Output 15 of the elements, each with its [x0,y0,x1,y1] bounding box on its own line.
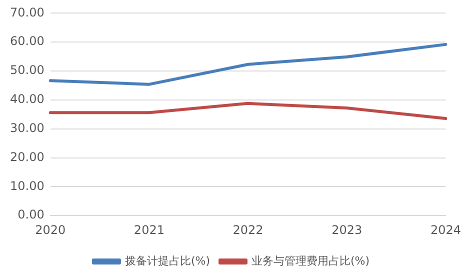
y-tick-label: 70.00 [10,5,44,20]
x-tick-label: 2020 [35,222,66,237]
y-tick-label: 40.00 [10,92,44,106]
x-tick-label: 2023 [332,222,362,237]
y-tick-label: 20.00 [10,150,44,164]
x-tick-label: 2021 [134,222,164,237]
y-tick-label: 60.00 [10,34,44,48]
x-tick-label: 2022 [232,222,264,237]
y-tick-label: 10.00 [10,178,44,193]
legend-label: 拨备计提占比(%) [124,254,210,268]
y-tick-label: 30.00 [10,120,44,135]
legend-label: 业务与管理费用占比(%) [252,254,370,268]
y-tick-label: 50.00 [10,63,44,78]
x-tick-label: 2024 [430,222,462,237]
y-tick-label: 0.00 [18,208,44,222]
